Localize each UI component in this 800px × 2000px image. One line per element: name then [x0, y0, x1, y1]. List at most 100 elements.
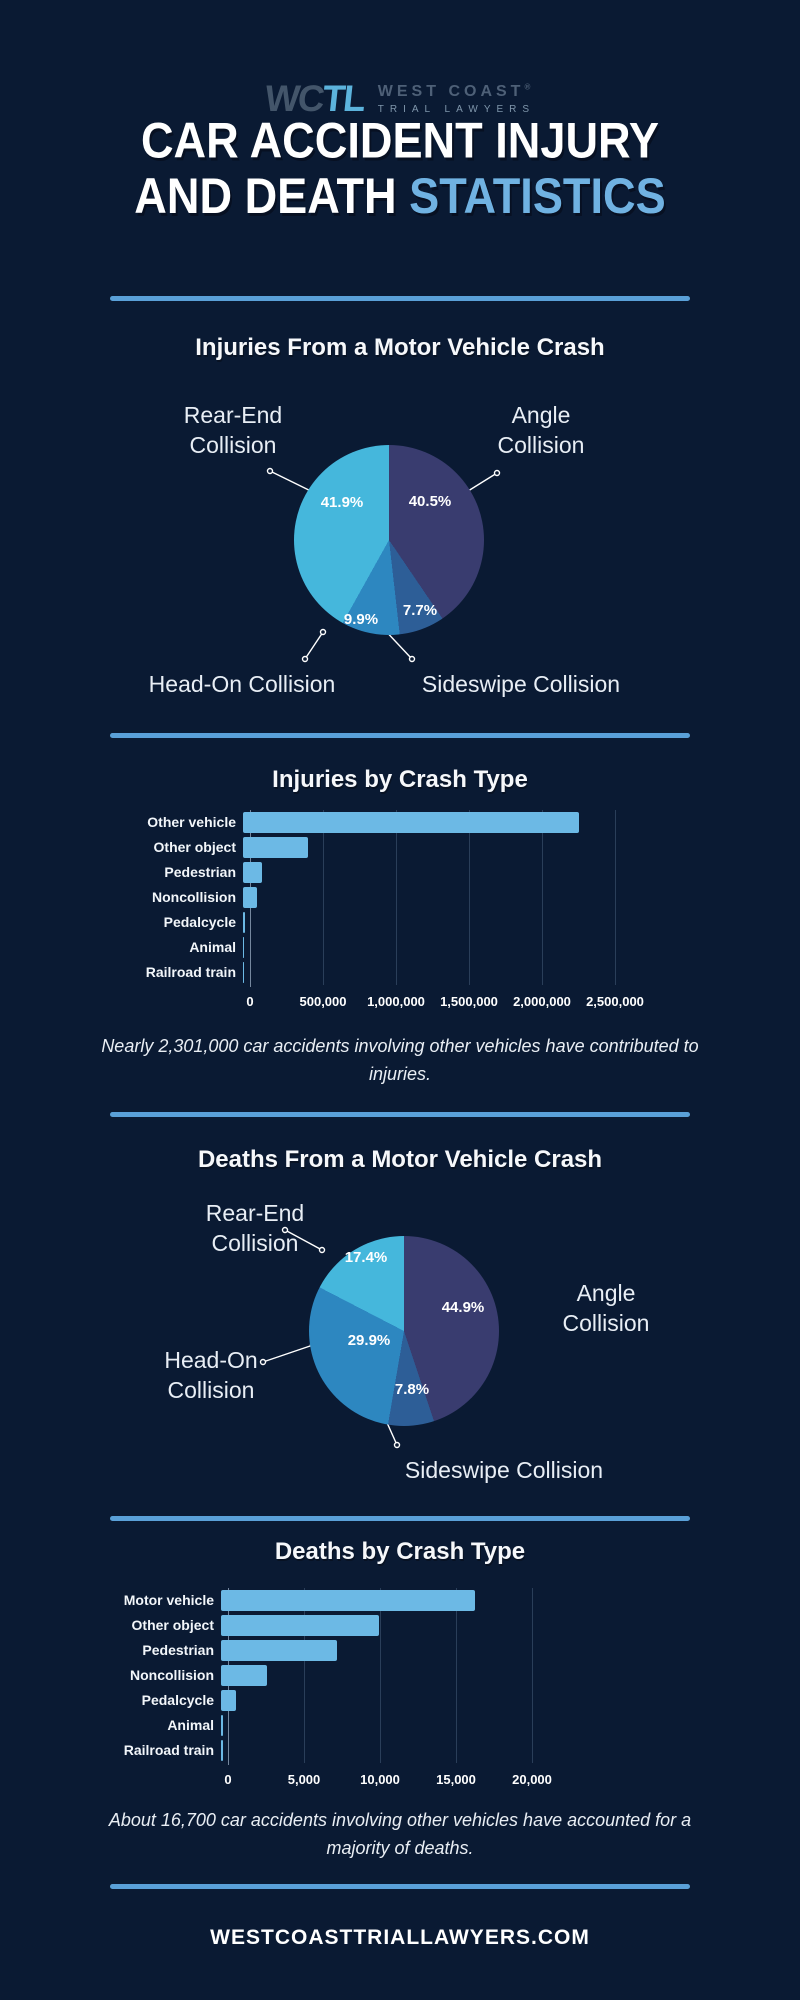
- bar-row: Pedestrian: [0, 1638, 800, 1663]
- bar-row: Other object: [0, 835, 800, 860]
- bar-track: [243, 860, 608, 885]
- bar: [243, 837, 308, 858]
- x-tick-label: 1,000,000: [367, 994, 425, 1009]
- bar-category-label: Noncollision: [152, 889, 236, 905]
- x-tick-label: 10,000: [360, 1772, 400, 1787]
- gridlines: [250, 810, 616, 985]
- divider: [110, 733, 690, 738]
- pie-label-head-on: Head-On Collision: [148, 671, 336, 697]
- bar-track: [221, 1663, 525, 1688]
- bar-category-label: Pedestrian: [164, 864, 236, 880]
- page-title-line2-accent: STATISTICS: [409, 166, 666, 224]
- section-title-deaths-bar: Deaths by Crash Type: [274, 1538, 526, 1565]
- pie-chart-deaths-block: Rear-End Collision Angle Collision Head-…: [0, 1188, 800, 1528]
- gridline: [532, 1588, 533, 1763]
- bar-category-label: Noncollision: [130, 1667, 214, 1683]
- bar-category-label: Animal: [189, 939, 236, 955]
- pie-pct-angle: 44.9%: [441, 1299, 485, 1316]
- registered-mark: ®: [524, 82, 531, 92]
- gridline: [615, 810, 616, 985]
- bar: [221, 1640, 337, 1661]
- bar-category-label: Pedalcycle: [163, 914, 236, 930]
- x-tick-label: 20,000: [512, 1772, 552, 1787]
- bar-category-label: Animal: [167, 1717, 214, 1733]
- gridline: [456, 1588, 457, 1763]
- footer-url: WESTCOASTTRIALLAWYERS.COM: [210, 1926, 590, 1949]
- section-title-injuries-pie: Injuries From a Motor Vehicle Crash: [195, 334, 605, 361]
- caption-deaths: About 16,700 car accidents involving oth…: [108, 1810, 692, 1858]
- x-tick-label: 0: [246, 994, 254, 1009]
- bar-track: [221, 1588, 525, 1613]
- pie-label-angle: Angle Collision: [562, 1280, 650, 1336]
- pie-pct-rear-end: 41.9%: [320, 494, 364, 511]
- gridline: [396, 810, 397, 985]
- x-tick-label: 1,500,000: [440, 994, 498, 1009]
- pie-label-rear-end: Rear-End Collision: [183, 402, 283, 458]
- brand-name-text: WEST COAST: [377, 83, 525, 101]
- bar-track: [243, 910, 608, 935]
- brand-subtitle: TRIAL LAWYERS: [377, 103, 536, 115]
- gridline: [323, 810, 324, 985]
- bar-track: [243, 835, 608, 860]
- x-tick-label: 2,500,000: [586, 994, 644, 1009]
- x-tick-label: 0: [224, 1772, 232, 1787]
- bar-row: Other vehicle: [0, 810, 800, 835]
- brand-name: WEST COAST®: [378, 83, 531, 101]
- gridlines: [228, 1588, 533, 1763]
- bar-track: [221, 1688, 525, 1713]
- section-title-deaths-pie: Deaths From a Motor Vehicle Crash: [197, 1146, 603, 1173]
- pie-injuries: [294, 445, 484, 635]
- bar-category-label: Pedalcycle: [141, 1692, 214, 1708]
- x-tick-label: 2,000,000: [513, 994, 571, 1009]
- gridline: [380, 1588, 381, 1763]
- bar-row: Pedestrian: [0, 860, 800, 885]
- pie-deaths: [309, 1236, 499, 1426]
- bar-track: [243, 810, 608, 835]
- bar-row: Pedalcycle: [0, 1688, 800, 1713]
- bar-track: [221, 1613, 525, 1638]
- bar-row: Other object: [0, 1613, 800, 1638]
- bar-row: Noncollision: [0, 885, 800, 910]
- x-tick-label: 500,000: [299, 994, 347, 1009]
- logo-row: WCTL WEST COAST® TRIAL LAWYERS: [0, 76, 800, 122]
- bar: [221, 1590, 475, 1611]
- page-title-line2-white: AND DEATH: [134, 166, 410, 224]
- bar-chart-deaths: Motor vehicle Other object Pedestrian Nonco…: [0, 1588, 800, 1798]
- bar-track: [243, 935, 608, 960]
- pie-label-sideswipe: Sideswipe Collision: [404, 1457, 604, 1483]
- pie-label-rear-end: Rear-End Collision: [205, 1200, 305, 1256]
- bar-chart-injuries: Other vehicle Other object Pedestrian Nonco…: [0, 810, 800, 1020]
- caption-injuries: Nearly 2,301,000 car accidents involving…: [101, 1036, 699, 1084]
- bar: [243, 862, 262, 883]
- bar-category-label: Other vehicle: [147, 814, 236, 830]
- pie-pct-sideswipe: 7.7%: [402, 602, 438, 619]
- page-title-line1: CAR ACCIDENT INJURY: [140, 111, 660, 168]
- x-tick-label: 15,000: [436, 1772, 476, 1787]
- brand-block: WEST COAST® TRIAL LAWYERS: [378, 83, 535, 115]
- pie-pct-head-on: 29.9%: [347, 1332, 391, 1349]
- bar: [221, 1740, 223, 1761]
- divider: [110, 1884, 690, 1889]
- bar-track: [221, 1738, 525, 1763]
- pie-label-head-on: Head-On Collision: [164, 1347, 258, 1403]
- pie-pct-head-on: 9.9%: [343, 611, 379, 628]
- bar-row: Animal: [0, 1713, 800, 1738]
- pie-pct-angle: 40.5%: [408, 493, 452, 510]
- bar-row: Animal: [0, 935, 800, 960]
- divider: [110, 296, 690, 301]
- bar-track: [243, 960, 608, 985]
- bar-row: Railroad train: [0, 960, 800, 985]
- x-axis: 0 5,000 10,000 15,000 20,000: [224, 1772, 552, 1792]
- pie-label-angle: Angle Collision: [497, 402, 585, 458]
- bar-row: Noncollision: [0, 1663, 800, 1688]
- gridline: [304, 1588, 305, 1763]
- bar: [243, 887, 258, 908]
- bar-track: [221, 1713, 525, 1738]
- divider: [110, 1516, 690, 1521]
- bar: [243, 912, 246, 933]
- bar-track: [243, 885, 608, 910]
- pie-pct-rear-end: 17.4%: [344, 1249, 388, 1266]
- bar-category-label: Railroad train: [123, 1742, 214, 1758]
- bar: [221, 1665, 267, 1686]
- bar-row: Railroad train: [0, 1738, 800, 1763]
